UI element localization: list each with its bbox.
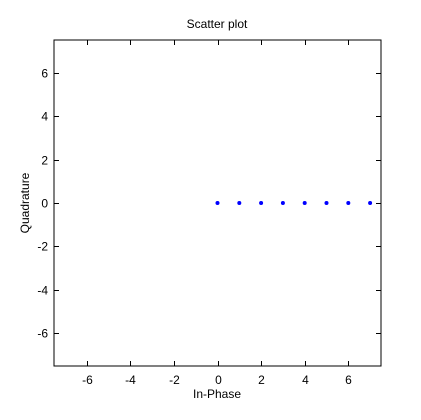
- x-tick-label: -2: [169, 373, 180, 387]
- y-tick-label: 2: [41, 154, 48, 168]
- chart-title: Scatter plot: [187, 17, 248, 31]
- data-point: [325, 201, 329, 205]
- data-point: [368, 201, 372, 205]
- data-point: [237, 201, 241, 205]
- x-tick-label: 2: [258, 373, 265, 387]
- data-point: [216, 201, 220, 205]
- y-tick-label: -6: [37, 327, 48, 341]
- data-point: [346, 201, 350, 205]
- x-tick-label: 0: [215, 373, 222, 387]
- y-axis-label: Quadrature: [18, 172, 32, 233]
- x-tick-label: -6: [82, 373, 93, 387]
- data-point: [259, 201, 263, 205]
- y-tick-label: 6: [41, 67, 48, 81]
- data-point: [281, 201, 285, 205]
- y-tick-label: 0: [41, 197, 48, 211]
- x-tick-label: 4: [302, 373, 309, 387]
- x-tick-label: -4: [125, 373, 136, 387]
- y-tick-label: -4: [37, 284, 48, 298]
- x-tick-label: 6: [345, 373, 352, 387]
- y-tick-label: 4: [41, 110, 48, 124]
- x-axis-label: In-Phase: [193, 387, 241, 401]
- y-tick-label: -2: [37, 240, 48, 254]
- data-point: [303, 201, 307, 205]
